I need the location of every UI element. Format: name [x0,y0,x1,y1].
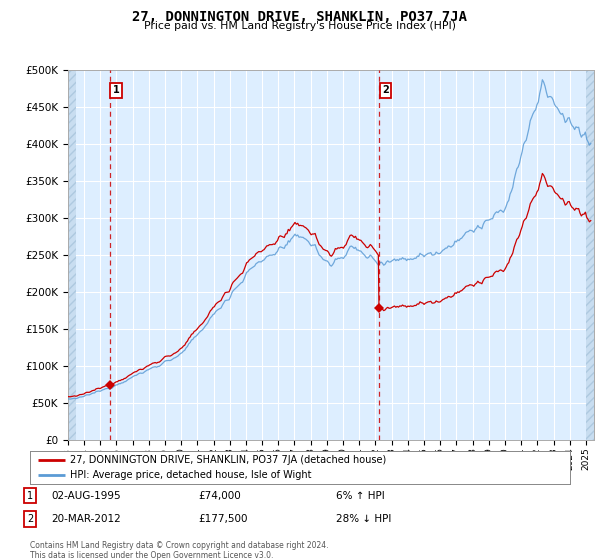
Text: 27, DONNINGTON DRIVE, SHANKLIN, PO37 7JA: 27, DONNINGTON DRIVE, SHANKLIN, PO37 7JA [133,10,467,24]
Text: 1: 1 [113,85,119,95]
Text: 20-MAR-2012: 20-MAR-2012 [51,514,121,524]
Text: HPI: Average price, detached house, Isle of Wight: HPI: Average price, detached house, Isle… [71,470,312,480]
Text: 6% ↑ HPI: 6% ↑ HPI [336,491,385,501]
Text: 2: 2 [27,514,33,524]
Text: 2: 2 [382,85,389,95]
Bar [586,70,594,440]
Text: 28% ↓ HPI: 28% ↓ HPI [336,514,391,524]
Text: £74,000: £74,000 [198,491,241,501]
Text: 02-AUG-1995: 02-AUG-1995 [51,491,121,501]
Text: Contains HM Land Registry data © Crown copyright and database right 2024.
This d: Contains HM Land Registry data © Crown c… [30,541,329,560]
Text: 27, DONNINGTON DRIVE, SHANKLIN, PO37 7JA (detached house): 27, DONNINGTON DRIVE, SHANKLIN, PO37 7JA… [71,455,387,465]
Bar [68,70,76,440]
Text: 1: 1 [27,491,33,501]
Text: Price paid vs. HM Land Registry's House Price Index (HPI): Price paid vs. HM Land Registry's House … [144,21,456,31]
Text: £177,500: £177,500 [198,514,248,524]
